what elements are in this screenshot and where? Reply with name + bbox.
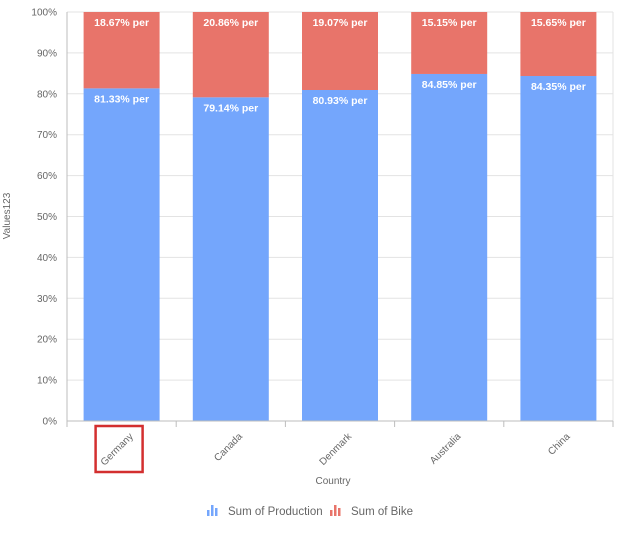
bar-production: [83, 88, 160, 422]
legend-bar-chart-icon: [338, 508, 341, 516]
x-tick-label: China: [546, 431, 573, 458]
bar-bike: [520, 12, 597, 77]
x-tick-label: Canada: [212, 431, 245, 464]
y-tick-label: 30%: [37, 294, 57, 305]
x-axis-title: Country: [315, 476, 350, 487]
data-label: 18.67% per: [94, 17, 149, 29]
x-axis: Germany Canada Denmark Australia China: [66, 420, 614, 474]
x-tick-label: Germany: [99, 431, 136, 468]
y-axis: 0% 10% 20% 30% 40% 50% 60% 70% 80% 90% 100%: [31, 8, 68, 428]
data-label: 20.86% per: [203, 17, 258, 29]
legend-bar-chart-icon: [334, 505, 337, 516]
bar-production: [520, 76, 597, 422]
bar-production: [302, 89, 378, 421]
y-tick-label: 0%: [43, 417, 58, 428]
y-tick-label: 40%: [37, 253, 57, 264]
legend-label: Sum of Bike: [351, 506, 413, 518]
legend-label: Sum of Production: [228, 506, 323, 518]
y-tick-label: 50%: [37, 212, 57, 223]
data-label: 15.15% per: [422, 17, 477, 29]
legend-bar-chart-icon: [330, 510, 333, 516]
legend-bar-chart-icon: [207, 510, 210, 516]
data-label: 84.85% per: [422, 79, 477, 91]
data-label: 19.07% per: [313, 17, 368, 29]
bars: 81.33% per 18.67% per 79.14% per 20.86% per…: [83, 12, 597, 422]
legend-bar-chart-icon: [215, 508, 218, 516]
bar-bike: [83, 12, 160, 89]
x-tick-label: Australia: [428, 431, 464, 467]
y-axis-title: Values123: [2, 192, 13, 239]
y-tick-label: 90%: [37, 48, 57, 59]
bar-bike: [411, 12, 488, 74]
data-label: 84.35% per: [531, 81, 586, 93]
highlight-box: [94, 424, 144, 474]
y-tick-label: 60%: [37, 171, 57, 182]
y-tick-label: 80%: [37, 89, 57, 100]
bar-production: [411, 73, 488, 421]
y-tick-label: 10%: [37, 376, 57, 387]
bar-bike: [302, 12, 378, 90]
y-tick-label: 70%: [37, 130, 57, 141]
data-label: 80.93% per: [313, 95, 368, 107]
bar-bike: [192, 12, 269, 98]
data-label: 79.14% per: [203, 102, 258, 114]
y-tick-label: 20%: [37, 335, 57, 346]
legend: Sum of Production Sum of Bike: [207, 505, 413, 518]
data-label: 15.65% per: [531, 17, 586, 29]
data-label: 81.33% per: [94, 93, 149, 105]
y-tick-label: 100%: [31, 8, 57, 19]
legend-bar-chart-icon: [211, 505, 214, 516]
bar-production: [192, 97, 269, 422]
x-tick-label: Denmark: [318, 431, 355, 468]
